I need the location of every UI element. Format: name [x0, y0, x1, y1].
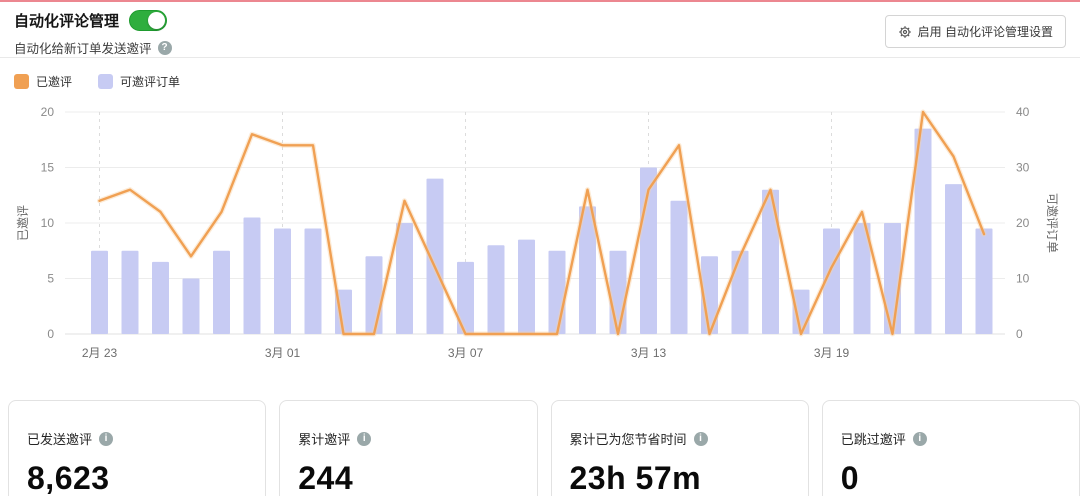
legend-label-eligible-orders: 可邀评订单: [120, 74, 181, 89]
svg-text:可邀评订单: 可邀评订单: [1045, 193, 1060, 253]
svg-text:2月 23: 2月 23: [82, 346, 118, 359]
stat-label: 累计已为您节省时间: [569, 432, 687, 447]
chart-legend: 已邀评 可邀评订单: [14, 71, 1080, 91]
svg-text:40: 40: [1016, 107, 1030, 119]
svg-text:30: 30: [1016, 161, 1030, 175]
legend-item-invited[interactable]: 已邀评: [14, 73, 72, 90]
page-subtitle: 自动化给新订单发送邀评: [14, 42, 152, 56]
info-icon[interactable]: i: [912, 431, 927, 446]
info-icon[interactable]: i: [357, 431, 372, 446]
settings-button[interactable]: 启用 自动化评论管理设置: [884, 15, 1066, 48]
svg-text:已邀评: 已邀评: [15, 205, 30, 241]
stat-label: 已发送邀评: [27, 432, 93, 447]
settings-button-label: 启用 自动化评论管理设置: [917, 25, 1053, 39]
stat-value: 8,623: [27, 460, 110, 496]
svg-text:0: 0: [1016, 327, 1023, 341]
svg-text:10: 10: [41, 216, 55, 230]
automation-toggle[interactable]: [129, 10, 168, 31]
svg-text:0: 0: [47, 327, 54, 341]
stat-card-time-saved: 累计已为您节省时间 i 23h 57m: [550, 400, 809, 496]
legend-label-invited: 已邀评: [36, 74, 73, 89]
svg-text:3月 19: 3月 19: [814, 346, 850, 359]
stat-value: 0: [840, 460, 860, 496]
info-icon[interactable]: i: [99, 431, 114, 446]
review-invitation-chart: 2月 23 3月 01 3月 07 3月 13 3月 19 0 5 10 15 20 0 10 20 30…: [0, 105, 1080, 364]
legend-swatch-invited: [14, 73, 29, 89]
svg-text:3月 07: 3月 07: [448, 346, 484, 359]
svg-text:20: 20: [1016, 216, 1030, 230]
svg-text:3月 13: 3月 13: [631, 346, 667, 359]
header: 自动化评论管理 自动化给新订单发送邀评 ? 启用 自动化评论管理设置: [0, 2, 1080, 58]
legend-item-eligible-orders[interactable]: 可邀评订单: [98, 73, 180, 90]
stat-value: 244: [298, 460, 354, 496]
svg-text:5: 5: [47, 272, 54, 286]
stat-cards: 已发送邀评 i 8,623 累计邀评 i 244 累计已为您节省时间 i 23h…: [0, 400, 1080, 496]
stat-card-sent-invites: 已发送邀评 i 8,623: [8, 400, 267, 496]
svg-text:20: 20: [41, 107, 55, 119]
stat-label: 累计邀评: [298, 432, 351, 447]
gear-icon: [898, 25, 911, 38]
stat-value: 23h 57m: [569, 460, 702, 496]
svg-text:3月 01: 3月 01: [265, 346, 301, 359]
stat-label: 已跳过邀评: [840, 432, 906, 447]
svg-text:15: 15: [41, 161, 55, 175]
info-icon[interactable]: i: [693, 431, 708, 446]
toggle-knob: [148, 12, 166, 29]
legend-swatch-eligible-orders: [98, 73, 114, 89]
help-icon[interactable]: ?: [157, 40, 172, 55]
stat-card-total-invited: 累计邀评 i 244: [279, 400, 538, 496]
svg-text:10: 10: [1016, 272, 1030, 286]
stat-card-skipped-invites: 已跳过邀评 i 0: [821, 400, 1080, 496]
top-accent-line: [0, 0, 1080, 2]
page-title: 自动化评论管理: [14, 13, 120, 30]
